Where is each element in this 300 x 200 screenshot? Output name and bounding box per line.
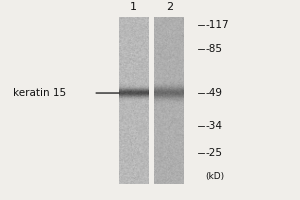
Text: -34: -34 — [205, 121, 222, 131]
Text: -117: -117 — [205, 20, 229, 30]
Text: -85: -85 — [205, 44, 222, 54]
Text: keratin 15: keratin 15 — [13, 88, 66, 98]
Text: -49: -49 — [205, 88, 222, 98]
Text: -25: -25 — [205, 148, 222, 158]
Text: 2: 2 — [166, 2, 173, 12]
Text: (kD): (kD) — [205, 172, 224, 181]
Text: 1: 1 — [130, 2, 137, 12]
